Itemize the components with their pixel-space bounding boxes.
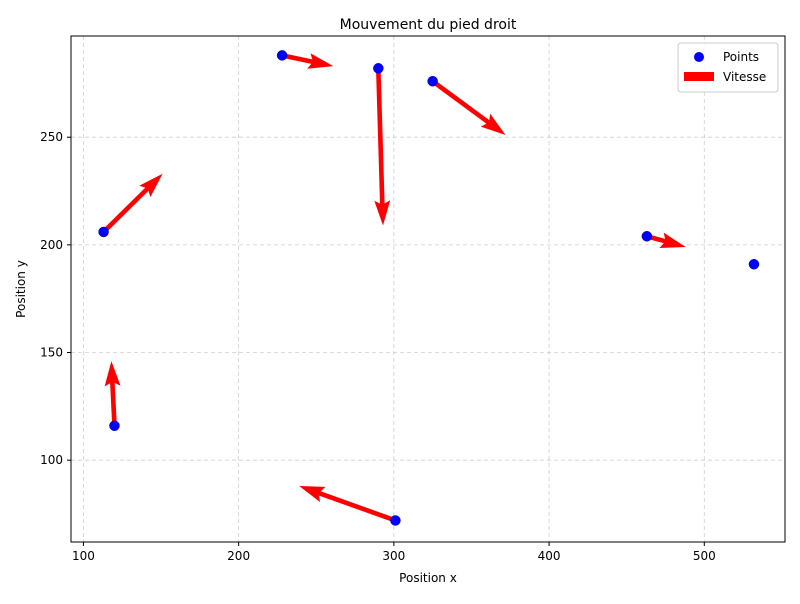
y-tick-label: 100	[40, 453, 63, 467]
legend: Points Vitesse	[677, 42, 779, 93]
x-axis-label: Position x	[399, 571, 457, 585]
velocity-arrow	[281, 53, 334, 69]
legend-points-label: Points	[723, 50, 759, 64]
scatter-point	[641, 230, 653, 242]
scatter-point	[373, 63, 384, 74]
y-tick-label: 150	[40, 346, 63, 360]
velocity-arrow	[102, 173, 163, 234]
legend-velocity-marker	[684, 72, 714, 81]
velocity-arrow	[431, 79, 506, 135]
y-axis-ticks: 100 150 200 250	[40, 130, 71, 467]
velocity-arrow	[104, 361, 121, 426]
y-tick-label: 200	[40, 238, 63, 252]
scatter-points	[98, 50, 760, 526]
x-tick-label: 400	[538, 549, 561, 563]
x-tick-label: 200	[227, 549, 250, 563]
x-tick-label: 300	[382, 549, 405, 563]
x-axis-ticks: 100 200 300 400 500	[72, 542, 716, 563]
scatter-point	[109, 420, 120, 431]
y-axis-label: Position y	[14, 260, 28, 318]
legend-points-marker	[694, 52, 704, 62]
plot-frame	[70, 35, 786, 543]
scatter-point	[390, 515, 401, 526]
scatter-point	[276, 50, 288, 61]
velocity-arrows	[102, 53, 686, 523]
velocity-arrow	[646, 232, 686, 248]
x-tick-label: 100	[72, 549, 95, 563]
grid	[71, 36, 785, 542]
velocity-arrow	[299, 486, 397, 523]
scatter-point	[748, 258, 760, 270]
y-tick-label: 250	[40, 130, 63, 144]
x-tick-label: 500	[693, 549, 716, 563]
scatter-point	[98, 226, 109, 238]
legend-velocity-label: Vitesse	[723, 70, 766, 84]
velocity-arrow	[374, 68, 391, 226]
chart-title: Mouvement du pied droit	[340, 17, 517, 33]
scatter-point	[427, 75, 438, 87]
